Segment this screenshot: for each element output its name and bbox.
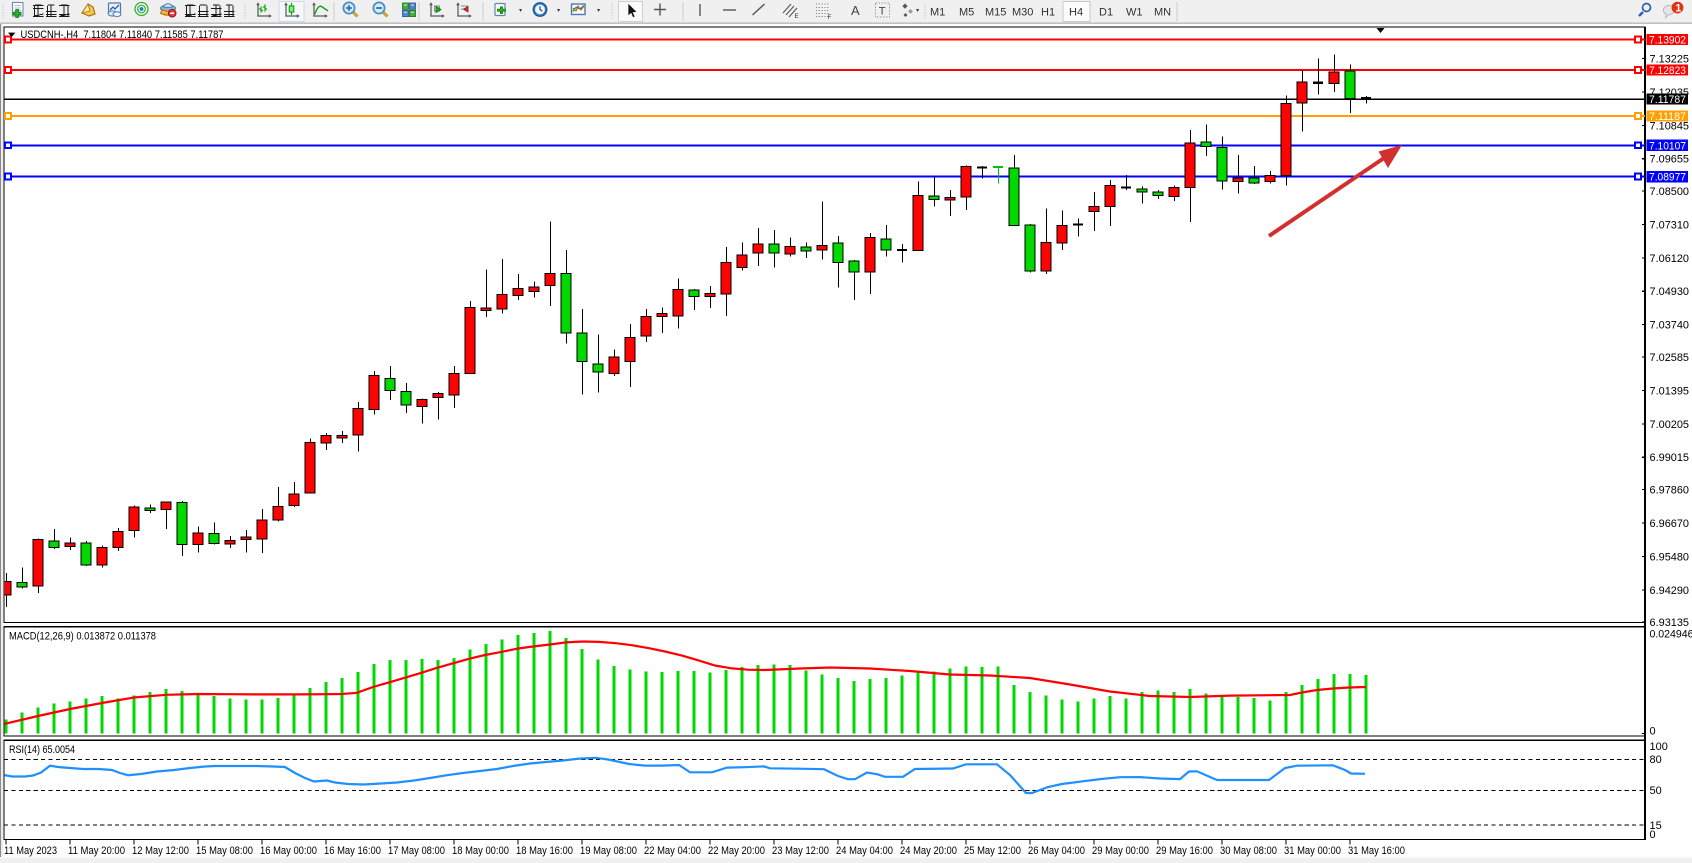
svg-text:6.95480: 6.95480 bbox=[1650, 551, 1690, 563]
svg-text:29 May 00:00: 29 May 00:00 bbox=[1092, 845, 1149, 857]
svg-text:15: 15 bbox=[1650, 820, 1662, 832]
svg-text:22 May 20:00: 22 May 20:00 bbox=[708, 845, 765, 857]
svg-text:6.94290: 6.94290 bbox=[1650, 585, 1690, 597]
svg-text:M1: M1 bbox=[930, 7, 945, 19]
svg-text:0.024946: 0.024946 bbox=[1650, 629, 1692, 641]
svg-text:6.99015: 6.99015 bbox=[1650, 452, 1690, 464]
svg-text:USDCNH-,H4 7.11804 7.11840 7.: USDCNH-,H4 7.11804 7.11840 7.11585 7.117… bbox=[21, 29, 224, 41]
svg-text:0: 0 bbox=[1650, 726, 1656, 738]
svg-text:RSI(14) 65.0054: RSI(14) 65.0054 bbox=[9, 744, 75, 756]
svg-text:18 May 16:00: 18 May 16:00 bbox=[516, 845, 573, 857]
svg-text:26 May 04:00: 26 May 04:00 bbox=[1028, 845, 1085, 857]
svg-text:6.97860: 6.97860 bbox=[1650, 485, 1690, 497]
svg-text:7.13225: 7.13225 bbox=[1650, 54, 1690, 66]
svg-text:T: T bbox=[879, 6, 886, 18]
svg-text:7.04930: 7.04930 bbox=[1650, 286, 1690, 298]
svg-text:11 May 20:00: 11 May 20:00 bbox=[68, 845, 125, 857]
svg-text:80: 80 bbox=[1650, 754, 1662, 766]
svg-text:7.06120: 7.06120 bbox=[1650, 253, 1690, 265]
svg-text:16 May 16:00: 16 May 16:00 bbox=[324, 845, 381, 857]
svg-text:24 May 20:00: 24 May 20:00 bbox=[900, 845, 957, 857]
svg-text:7.08500: 7.08500 bbox=[1650, 186, 1690, 198]
svg-text:A: A bbox=[851, 3, 860, 18]
svg-text:30 May 08:00: 30 May 08:00 bbox=[1220, 845, 1277, 857]
svg-text:M5: M5 bbox=[959, 7, 974, 19]
svg-text:D1: D1 bbox=[1099, 7, 1113, 19]
svg-text:7.02585: 7.02585 bbox=[1650, 352, 1690, 364]
svg-text:31 May 16:00: 31 May 16:00 bbox=[1348, 845, 1405, 857]
svg-text:22 May 04:00: 22 May 04:00 bbox=[644, 845, 701, 857]
svg-text:7.12823: 7.12823 bbox=[1649, 65, 1686, 77]
svg-text:17 May 08:00: 17 May 08:00 bbox=[388, 845, 445, 857]
svg-text:7.03740: 7.03740 bbox=[1650, 320, 1690, 332]
svg-text:7.07310: 7.07310 bbox=[1650, 220, 1690, 232]
svg-text:100: 100 bbox=[1650, 741, 1668, 753]
svg-text:M30: M30 bbox=[1012, 7, 1033, 19]
svg-text:F: F bbox=[828, 14, 832, 21]
svg-text:7.13902: 7.13902 bbox=[1649, 35, 1686, 47]
svg-text:15 May 08:00: 15 May 08:00 bbox=[196, 845, 253, 857]
svg-text:18 May 00:00: 18 May 00:00 bbox=[452, 845, 509, 857]
svg-text:11 May 2023: 11 May 2023 bbox=[4, 845, 57, 857]
svg-text:29 May 16:00: 29 May 16:00 bbox=[1156, 845, 1213, 857]
svg-text:W1: W1 bbox=[1126, 7, 1143, 19]
svg-text:31 May 00:00: 31 May 00:00 bbox=[1284, 845, 1341, 857]
svg-text:25 May 12:00: 25 May 12:00 bbox=[964, 845, 1021, 857]
svg-text:23 May 12:00: 23 May 12:00 bbox=[772, 845, 829, 857]
svg-text:0: 0 bbox=[1650, 829, 1656, 841]
svg-text:7.11787: 7.11787 bbox=[1649, 94, 1686, 106]
svg-text:7.01395: 7.01395 bbox=[1650, 385, 1690, 397]
svg-text:7.09655: 7.09655 bbox=[1650, 154, 1690, 166]
svg-text:1: 1 bbox=[1675, 3, 1681, 15]
svg-text:6.93135: 6.93135 bbox=[1650, 617, 1690, 629]
svg-text:50: 50 bbox=[1650, 785, 1662, 797]
svg-text:7.10845: 7.10845 bbox=[1650, 120, 1690, 132]
svg-text:7.10107: 7.10107 bbox=[1649, 140, 1686, 152]
svg-text:19 May 08:00: 19 May 08:00 bbox=[580, 845, 637, 857]
svg-text:M15: M15 bbox=[985, 7, 1006, 19]
svg-text:7.11187: 7.11187 bbox=[1649, 111, 1686, 123]
svg-text:7.00205: 7.00205 bbox=[1650, 419, 1690, 431]
svg-text:24 May 04:00: 24 May 04:00 bbox=[836, 845, 893, 857]
svg-text:E: E bbox=[795, 13, 800, 20]
svg-text:MN: MN bbox=[1154, 7, 1171, 19]
svg-text:12 May 12:00: 12 May 12:00 bbox=[132, 845, 189, 857]
svg-text:16 May 00:00: 16 May 00:00 bbox=[260, 845, 317, 857]
svg-text:6.96670: 6.96670 bbox=[1650, 518, 1690, 530]
svg-text:H1: H1 bbox=[1041, 7, 1055, 19]
svg-text:H4: H4 bbox=[1069, 7, 1083, 19]
svg-text:MACD(12,26,9) 0.013872 0.01137: MACD(12,26,9) 0.013872 0.011378 bbox=[9, 631, 156, 643]
svg-text:7.08977: 7.08977 bbox=[1649, 172, 1686, 184]
